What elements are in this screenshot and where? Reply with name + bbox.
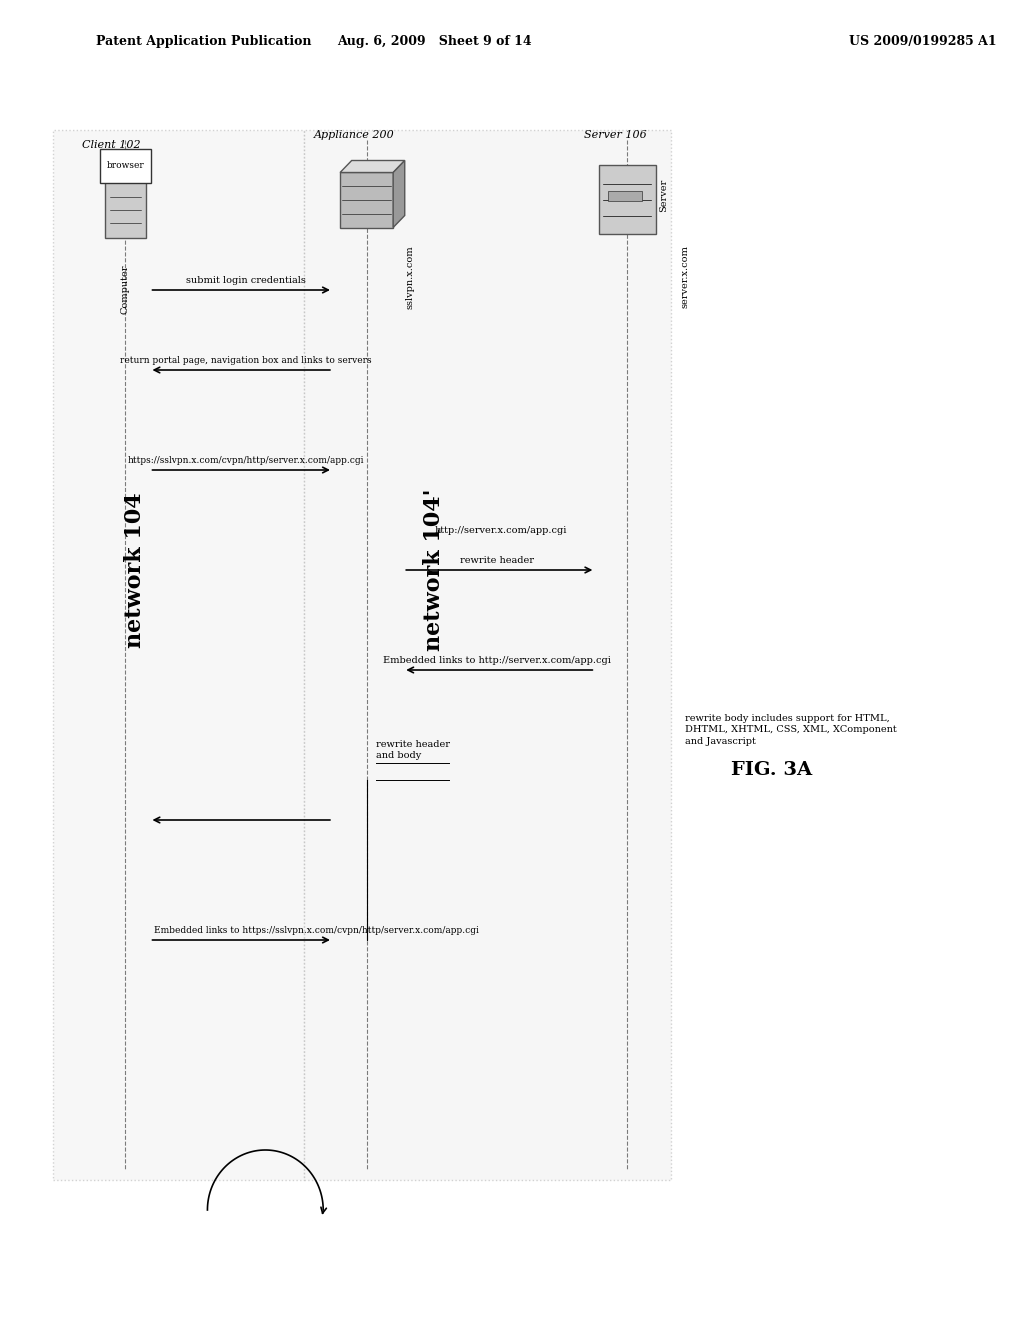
FancyBboxPatch shape [608,191,642,201]
Text: https://sslvpn.x.com/cvpn/http/server.x.com/app.cgi: https://sslvpn.x.com/cvpn/http/server.x.… [128,455,365,465]
Polygon shape [393,161,404,227]
Text: network 104': network 104' [423,488,445,651]
Text: FIG. 3A: FIG. 3A [731,762,812,779]
Text: server.x.com: server.x.com [680,246,689,308]
Text: Server 106: Server 106 [584,129,646,140]
Text: Aug. 6, 2009   Sheet 9 of 14: Aug. 6, 2009 Sheet 9 of 14 [337,36,531,48]
Text: sslvpn.x.com: sslvpn.x.com [406,246,415,309]
Text: submit login credentials: submit login credentials [186,276,306,285]
Text: US 2009/0199285 A1: US 2009/0199285 A1 [849,36,996,48]
Text: http://server.x.com/app.cgi: http://server.x.com/app.cgi [434,525,566,535]
FancyBboxPatch shape [53,129,304,1180]
Text: Embedded links to http://server.x.com/app.cgi: Embedded links to http://server.x.com/ap… [383,656,611,665]
Text: return portal page, navigation box and links to servers: return portal page, navigation box and l… [120,356,372,366]
Text: Computer: Computer [121,265,130,314]
FancyBboxPatch shape [599,165,655,235]
Text: Appliance 200: Appliance 200 [313,129,394,140]
Polygon shape [340,161,404,173]
Text: browser: browser [106,161,144,170]
Text: Server: Server [659,178,668,211]
Text: rewrite header: rewrite header [460,556,534,565]
Text: rewrite header
and body: rewrite header and body [376,741,451,760]
FancyBboxPatch shape [105,182,145,238]
Text: rewrite body includes support for HTML,
DHTML, XHTML, CSS, XML, XComponent
and J: rewrite body includes support for HTML, … [685,714,897,746]
Text: Client 102: Client 102 [82,140,140,150]
FancyBboxPatch shape [304,129,671,1180]
Text: Embedded links to https://sslvpn.x.com/cvpn/http/server.x.com/app.cgi: Embedded links to https://sslvpn.x.com/c… [155,927,479,935]
FancyBboxPatch shape [100,149,151,183]
Text: Patent Application Publication: Patent Application Publication [96,36,312,48]
Polygon shape [340,173,393,227]
Text: network 104: network 104 [124,492,146,648]
